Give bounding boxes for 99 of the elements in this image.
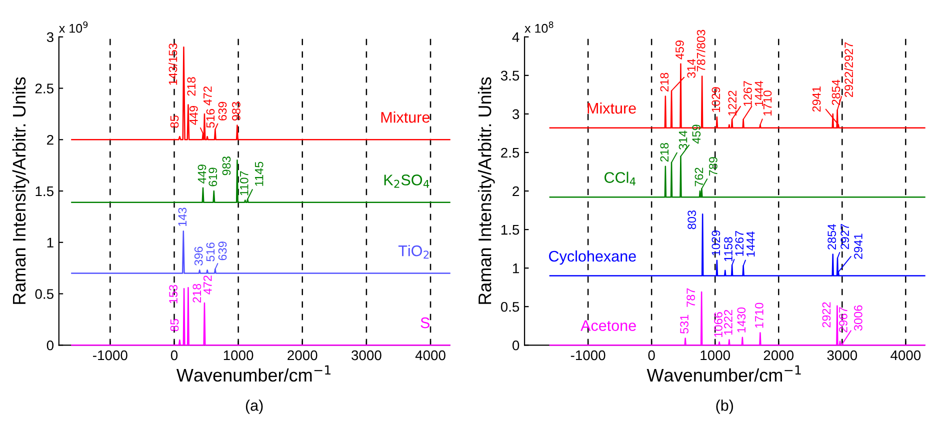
annotation: 449 <box>198 164 206 184</box>
y-tick-label: 2.5 <box>35 84 54 94</box>
text: (b) <box>716 400 734 414</box>
annotation: 789 <box>709 157 718 176</box>
x-tick-label: 2000 <box>288 350 318 360</box>
annotation: 1029 <box>712 230 720 256</box>
annotation: 143/153 <box>168 44 178 85</box>
annotation: 459 <box>676 40 684 60</box>
x-tick-label: 1000 <box>224 350 254 360</box>
x-tick-label: 4000 <box>415 350 446 360</box>
x-tick-label: 2000 <box>764 350 794 360</box>
annotation: 2967 <box>839 307 848 332</box>
x-tick-label: 3000 <box>827 350 858 360</box>
x-tick-label: 0 <box>170 350 178 360</box>
annotation: 787/803 <box>696 30 706 72</box>
annotation: 1430 <box>737 307 746 332</box>
annotation: 2927 <box>840 224 850 250</box>
x-axis-title: Wavenumber/cm$^{−1}$ <box>646 365 801 382</box>
annotation: 1145 <box>255 162 264 186</box>
x-tick-label: 3000 <box>352 350 382 360</box>
annotation: 983 <box>232 102 240 121</box>
y-tick-label: 2 <box>47 134 54 145</box>
annotation: 531 <box>680 314 688 334</box>
y-tick-label: 1.5 <box>36 186 54 196</box>
annotation: 787 <box>686 288 696 307</box>
series-label: CCl$_{4}$ <box>604 172 636 186</box>
series-label: Mixture <box>381 112 430 123</box>
y-tick-label: 2 <box>512 186 519 196</box>
y-axis-title: Raman Intensity/Arbitr. Units <box>478 77 495 304</box>
annotation: 516 <box>206 109 215 128</box>
annotation: 1066 <box>714 312 722 337</box>
series-label: Acetone <box>580 320 636 332</box>
annotation: 85 <box>170 319 179 332</box>
annotation: 2854 <box>828 224 836 250</box>
x-tick-label: -1000 <box>570 350 606 360</box>
text: (a) <box>246 400 263 414</box>
annotation: 2854 <box>832 80 840 106</box>
annotation: 85 <box>170 116 179 128</box>
annotation: 314 <box>687 58 696 78</box>
annotation: 218 <box>192 284 202 303</box>
annotation: 153 <box>169 284 178 304</box>
annotation: 1158 <box>724 237 732 262</box>
annotation: 2922 <box>822 302 831 328</box>
annotation: 803 <box>688 210 696 230</box>
y-tick-label: 3 <box>512 109 520 120</box>
y-tick-label: 0.5 <box>35 289 54 299</box>
annotation: 143 <box>178 208 187 226</box>
y-axis-title: Raman Intensity/Arbitr. Units <box>12 77 30 304</box>
y-tick-label: 1.5 <box>501 225 520 235</box>
y-tick-label: 0 <box>46 340 54 350</box>
y-tick-label: 3.5 <box>500 70 520 81</box>
annotation: 1710 <box>763 90 772 116</box>
annotation: 472 <box>203 276 212 294</box>
x-tick-label: 0 <box>648 350 655 360</box>
annotation: 218 <box>660 143 669 162</box>
annotation: 459 <box>692 124 701 144</box>
annotation: 516 <box>206 242 215 262</box>
annotation: 639 <box>218 102 227 120</box>
annotation: 1267 <box>744 81 752 106</box>
annotation: 983 <box>222 156 231 176</box>
series-label: Mixture <box>588 102 636 114</box>
y-tick-label: 3 <box>46 32 54 42</box>
y-tick-label: 0 <box>512 340 520 350</box>
annotation: 1444 <box>746 232 755 257</box>
annotation: 619 <box>208 168 218 186</box>
annotation: 1222 <box>728 90 736 116</box>
y-tick-label: 2.5 <box>501 148 520 158</box>
annotation: 1029 <box>712 87 720 112</box>
x-axis-title: Wavenumber/cm$^{−1}$ <box>176 365 331 382</box>
annotation: 2941 <box>812 86 821 112</box>
y-tick-label: 0.5 <box>500 302 520 312</box>
y-tick-label: 4 <box>512 32 520 42</box>
annotation: 396 <box>194 246 203 266</box>
series-label: S <box>420 317 430 328</box>
annotation: 314 <box>678 130 688 150</box>
annotation: 472 <box>203 86 212 106</box>
annotation: 1710 <box>755 302 764 328</box>
annotation: 1222 <box>724 310 732 335</box>
x-tick-label: -1000 <box>93 350 128 360</box>
annotation: 1267 <box>735 230 744 256</box>
annotation: 2941 <box>854 234 862 259</box>
annotation: 218 <box>187 77 196 96</box>
annotation: 449 <box>189 106 198 125</box>
annotation: 762 <box>694 168 704 186</box>
series-label: TiO$_{2}$ <box>398 245 429 259</box>
x-tick-label: 1000 <box>700 350 730 360</box>
series-label: Cyclohexane <box>549 250 636 265</box>
text: x 10$^{9}$ <box>59 21 88 33</box>
annotation: 1444 <box>754 80 764 106</box>
annotation: 1107 <box>240 171 248 196</box>
text: x 10$^{8}$ <box>524 21 554 33</box>
annotation: 218 <box>660 72 669 92</box>
annotation: 3006 <box>854 305 862 331</box>
series-label: K$_{2}$SO$_{4}$ <box>384 174 430 188</box>
x-tick-label: 4000 <box>890 350 921 360</box>
annotation: 2922/2927 <box>844 42 853 98</box>
y-tick-label: 1 <box>513 264 519 274</box>
y-tick-label: 1 <box>47 238 54 248</box>
annotation: 639 <box>218 242 227 260</box>
